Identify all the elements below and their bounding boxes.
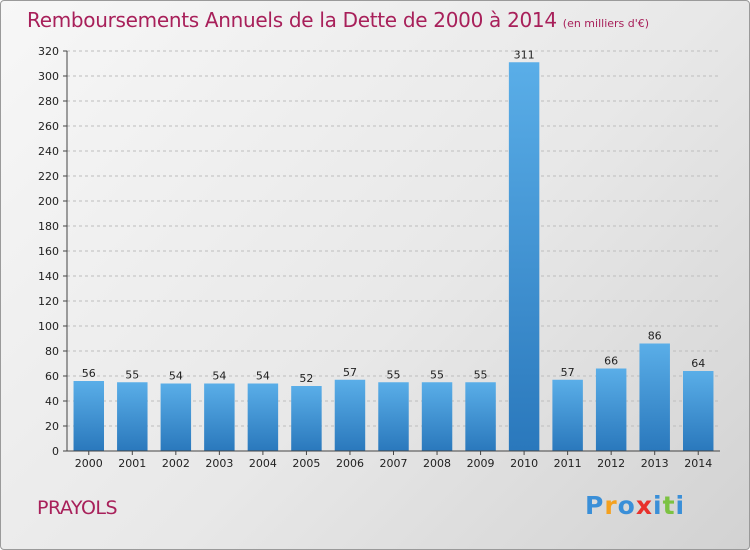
x-tick-label: 2014 xyxy=(684,457,712,470)
y-tick-label: 0 xyxy=(52,445,59,458)
data-label: 55 xyxy=(125,368,139,381)
y-tick-label: 40 xyxy=(45,395,59,408)
x-tick-label: 2012 xyxy=(597,457,625,470)
bar-2001 xyxy=(117,382,148,451)
data-label: 311 xyxy=(514,48,535,61)
chart-subtitle: (en milliers d'€) xyxy=(562,17,650,30)
logo-letter: x xyxy=(635,491,653,520)
y-tick-label: 300 xyxy=(38,70,59,83)
bar-2007 xyxy=(378,382,409,451)
y-tick-label: 20 xyxy=(45,420,59,433)
bar-2012 xyxy=(595,368,627,451)
y-tick-label: 240 xyxy=(38,145,59,158)
bar-2005 xyxy=(291,386,322,451)
y-tick-label: 200 xyxy=(38,195,59,208)
proxiti-logo: Proxiti xyxy=(585,491,685,520)
bar-2010 xyxy=(508,62,540,451)
logo-letter: t xyxy=(662,491,676,520)
bars: 56 55 54 54 54 52 57 55 55 55 311 57 66 86 64 xyxy=(73,48,714,451)
data-label: 55 xyxy=(430,368,444,381)
y-tick-label: 80 xyxy=(45,345,59,358)
bar-2000 xyxy=(73,381,105,451)
logo-letter: P xyxy=(585,491,605,520)
bar-2002 xyxy=(160,383,192,451)
x-tick-label: 2013 xyxy=(641,457,669,470)
y-tick-label: 320 xyxy=(38,45,59,58)
data-label: 55 xyxy=(387,368,401,381)
data-label: 54 xyxy=(212,370,226,383)
y-axis: 0 20 40 60 80 100 120 140 160 180 200 220 240 260 280 3… xyxy=(38,45,68,458)
x-tick-label: 2003 xyxy=(205,457,233,470)
x-tick-label: 2005 xyxy=(292,457,320,470)
x-axis: 2000 2001 2002 2003 2004 2005 2006 2007 2008 2009… xyxy=(67,450,720,470)
y-tick-label: 120 xyxy=(38,295,59,308)
y-tick-label: 100 xyxy=(38,320,59,333)
x-tick-label: 2007 xyxy=(380,457,408,470)
y-tick-label: 280 xyxy=(38,95,59,108)
y-tick-label: 60 xyxy=(45,370,59,383)
logo-letter: i xyxy=(653,491,663,520)
data-label: 54 xyxy=(169,370,183,383)
y-tick-label: 180 xyxy=(38,220,59,233)
data-label: 52 xyxy=(299,372,313,385)
data-label: 64 xyxy=(691,357,705,370)
x-tick-label: 2002 xyxy=(162,457,190,470)
x-tick-label: 2000 xyxy=(75,457,103,470)
y-tick-label: 260 xyxy=(38,120,59,133)
chart-title: Remboursements Annuels de la Dette de 20… xyxy=(27,8,649,32)
x-tick-label: 2001 xyxy=(118,457,146,470)
bar-2004 xyxy=(247,383,279,451)
data-label: 86 xyxy=(648,330,662,343)
data-label: 55 xyxy=(474,368,488,381)
x-tick-label: 2006 xyxy=(336,457,364,470)
logo-letter: i xyxy=(675,491,686,520)
data-label: 57 xyxy=(561,366,575,379)
logo-letter: r xyxy=(604,491,618,520)
bar-2009 xyxy=(465,382,496,451)
y-tick-label: 220 xyxy=(38,170,59,183)
bar-2003 xyxy=(204,383,235,451)
data-label: 54 xyxy=(256,370,270,383)
title-text: Remboursements Annuels de la Dette de 20… xyxy=(27,8,557,32)
logo-letter: o xyxy=(617,491,636,520)
data-label: 57 xyxy=(343,366,357,379)
y-tick-label: 160 xyxy=(38,245,59,258)
bar-2013 xyxy=(639,343,670,451)
data-label: 56 xyxy=(82,367,96,380)
x-tick-label: 2009 xyxy=(467,457,495,470)
data-label: 66 xyxy=(604,355,618,368)
commune-name: PRAYOLS xyxy=(37,497,118,519)
x-tick-label: 2010 xyxy=(510,457,538,470)
y-tick-label: 140 xyxy=(38,270,59,283)
x-tick-label: 2011 xyxy=(554,457,582,470)
x-tick-label: 2004 xyxy=(249,457,277,470)
bar-2014 xyxy=(682,371,714,451)
x-tick-label: 2008 xyxy=(423,457,451,470)
bar-2011 xyxy=(552,379,583,451)
bar-2006 xyxy=(334,379,366,451)
bar-2008 xyxy=(421,382,453,451)
